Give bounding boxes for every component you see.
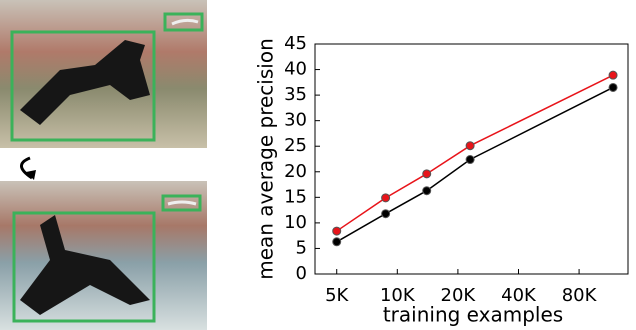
y-tick-label: 30 bbox=[284, 110, 307, 131]
point bbox=[381, 209, 391, 219]
y-tick-label: 45 bbox=[284, 33, 307, 54]
point bbox=[465, 141, 475, 151]
point bbox=[332, 237, 342, 247]
series-line bbox=[336, 74, 614, 232]
y-tick-label: 25 bbox=[284, 135, 307, 156]
point bbox=[422, 186, 432, 196]
x-tick-label: 20K bbox=[441, 285, 477, 306]
photo-original bbox=[0, 0, 207, 148]
y-tick-label: 35 bbox=[284, 84, 307, 105]
x-tick-label: 10K bbox=[380, 285, 416, 306]
y-tick-label: 20 bbox=[284, 161, 307, 182]
y-tick-label: 5 bbox=[296, 237, 307, 258]
point bbox=[465, 155, 475, 165]
point bbox=[381, 193, 391, 203]
y-tick-label: 40 bbox=[284, 59, 307, 80]
point bbox=[608, 70, 618, 80]
arrow-head bbox=[26, 170, 36, 180]
plot-frame bbox=[314, 43, 629, 275]
y-tick-label: 15 bbox=[284, 186, 307, 207]
x-axis-label: training examples bbox=[383, 303, 563, 327]
x-tick-label: 40K bbox=[501, 285, 537, 306]
point bbox=[422, 169, 432, 179]
point bbox=[332, 226, 342, 236]
y-axis-label: mean average precision bbox=[254, 38, 278, 280]
series-line bbox=[336, 86, 614, 243]
x-tick-label: 80K bbox=[562, 285, 598, 306]
x-tick-label: 5K bbox=[325, 285, 349, 306]
photo-augmented bbox=[0, 181, 207, 330]
y-tick-label: 0 bbox=[296, 263, 307, 284]
point bbox=[608, 82, 618, 92]
arrow bbox=[20, 156, 33, 180]
y-tick-label: 10 bbox=[284, 212, 307, 233]
